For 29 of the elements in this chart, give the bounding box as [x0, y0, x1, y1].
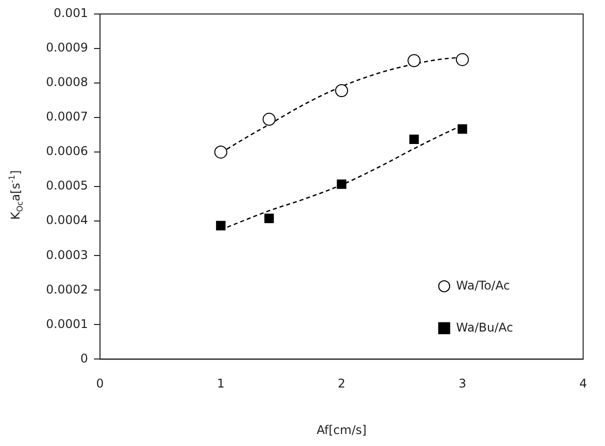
y-tick-label: 0.0002 — [46, 282, 88, 296]
y-tick-label: 0.0005 — [46, 178, 88, 193]
point — [264, 214, 274, 224]
y-tick-label: 0 — [80, 351, 88, 366]
legend-label: Wa/Bu/Ac — [456, 320, 514, 334]
x-tick-label: 2 — [338, 376, 346, 391]
point — [336, 179, 346, 189]
point — [335, 84, 348, 98]
y-tick-label: 0.0003 — [46, 248, 88, 262]
x-tick-label: 3 — [458, 376, 466, 391]
point — [409, 134, 419, 144]
point — [216, 220, 226, 230]
x-tick-label: 4 — [579, 376, 588, 391]
x-tick-label: 0 — [96, 376, 104, 391]
y-tick-label: 0.0007 — [46, 110, 88, 124]
legend-label: Wa/To/Ac — [456, 278, 510, 292]
y-tick-label: 0.0006 — [46, 144, 88, 158]
y-tick-label: 0.0001 — [46, 316, 88, 331]
point — [214, 146, 228, 159]
y-tick-label: 0.0004 — [46, 213, 88, 228]
x-tick-label: 1 — [216, 376, 225, 391]
y-tick-label: 0.0008 — [46, 75, 88, 90]
x-axis-title: Af[cm/s] — [316, 422, 367, 437]
y-tick-label: 0.0009 — [46, 40, 88, 55]
point — [262, 112, 276, 126]
point — [458, 124, 468, 134]
point — [456, 53, 469, 66]
y-tick-label: 0.001 — [54, 6, 88, 20]
point — [408, 54, 421, 68]
